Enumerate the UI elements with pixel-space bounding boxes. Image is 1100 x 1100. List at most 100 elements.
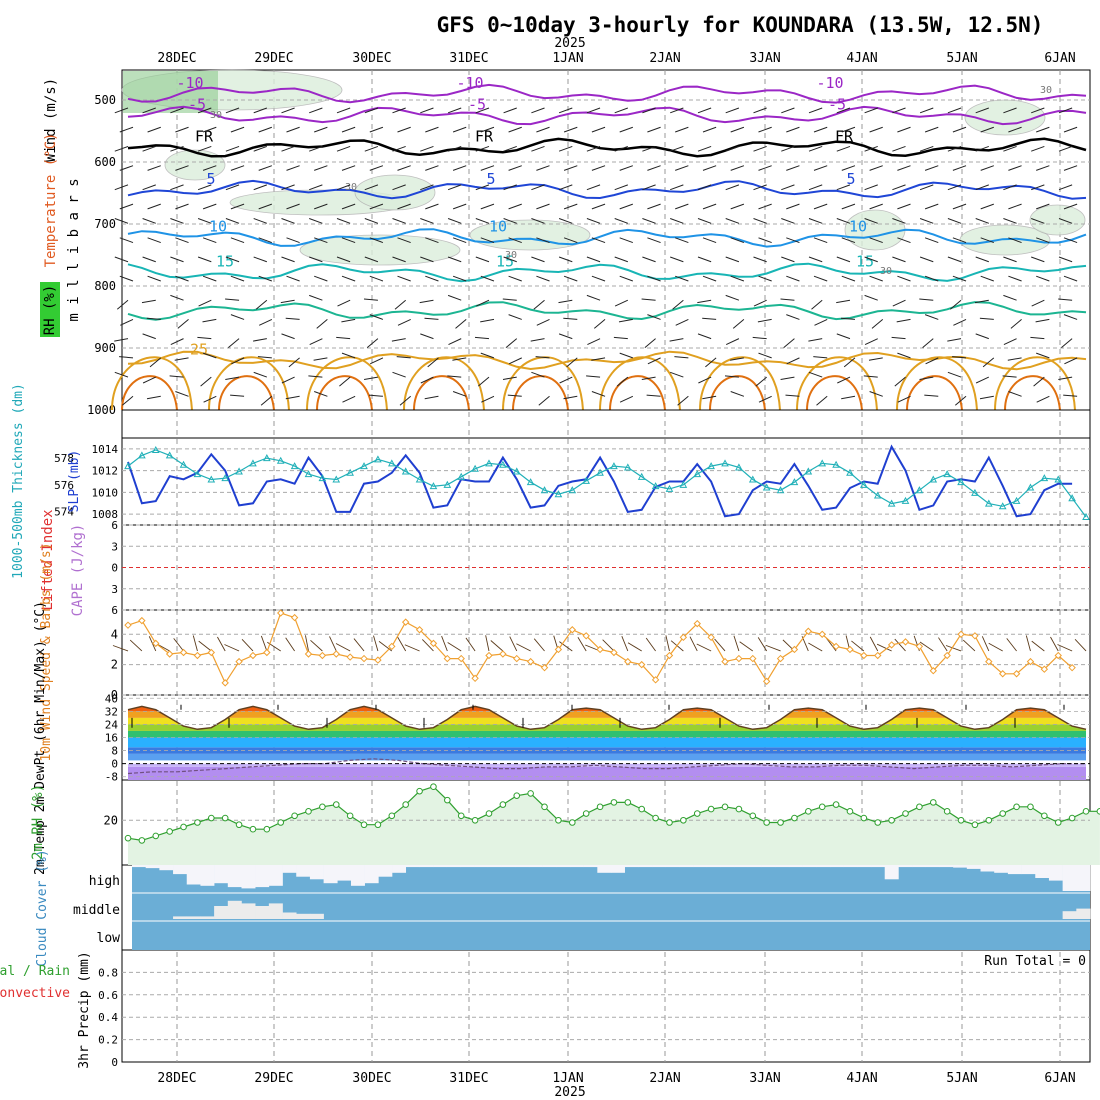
wind-barb: [781, 256, 795, 263]
wind-barb: [420, 145, 434, 152]
wind-barb: [974, 299, 989, 304]
wind-barb: [924, 237, 939, 244]
cloud-high-bar: [542, 865, 557, 868]
isotherm-label: -10: [816, 74, 843, 92]
isotherm-label: 10: [489, 218, 507, 236]
wind-barb: [452, 275, 467, 282]
wind-barb: [392, 107, 406, 114]
wind-speed-marker: [957, 630, 965, 638]
wind-barb: [480, 165, 495, 171]
wind-barb: [892, 256, 906, 263]
wind-barb: [142, 376, 156, 384]
thickness-marker: [596, 468, 604, 476]
wind-barb: [281, 107, 295, 114]
surface-wind-barb: [441, 635, 448, 652]
wind-speed-marker: [707, 633, 715, 642]
cape-axis-label: CAPE (J/kg): [70, 524, 86, 617]
thickness-marker: [318, 474, 327, 482]
wind-barb: [363, 298, 378, 301]
wind-barb: [452, 357, 467, 361]
wind-barb: [114, 256, 129, 263]
wind-barb: [531, 218, 545, 224]
temperature-axis-label: Temperature (°C): [43, 133, 59, 268]
surface-wind-barb: [869, 636, 879, 652]
temp-band: [128, 730, 1086, 738]
rh-marker: [388, 812, 396, 820]
wind-barb: [1061, 338, 1073, 348]
thickness-marker: [887, 499, 896, 507]
isotherm-line: [127, 137, 1087, 158]
cloud-high-bar: [679, 865, 694, 868]
thickness-marker: [623, 463, 632, 471]
rh-marker: [235, 821, 243, 829]
wind-barb: [670, 256, 684, 263]
wind-barb: [314, 391, 328, 397]
wind-barb: [647, 203, 661, 210]
wind-barb: [202, 126, 217, 133]
slp-tick-label: 1008: [92, 508, 119, 521]
wind-barb: [230, 275, 245, 282]
wind-barb: [114, 371, 129, 378]
isotherm-line: [127, 83, 1087, 104]
wind-barb: [114, 218, 129, 224]
wind-barb: [758, 126, 772, 133]
rh-marker: [1013, 803, 1020, 811]
wind-barb: [309, 107, 323, 114]
wind-barb: [952, 165, 967, 171]
rh-marker: [1027, 803, 1034, 811]
wind-barb: [919, 256, 934, 263]
wind-barb: [1008, 275, 1022, 282]
wind-barb: [170, 294, 184, 301]
cloud-high-bar: [268, 865, 283, 886]
wind-barb: [392, 371, 406, 378]
cloud-high-bar: [871, 865, 886, 868]
wind-barb: [758, 395, 772, 403]
date-label-bottom: 2JAN: [649, 1071, 680, 1086]
rh-marker: [916, 803, 923, 811]
slp-tick-label: 1010: [92, 486, 119, 499]
wind-barb: [758, 275, 772, 282]
wind-speed-marker: [429, 639, 438, 648]
wind-barb: [975, 184, 989, 191]
wind-barb: [1058, 218, 1073, 224]
wind-barb: [341, 237, 356, 244]
wind-speed-marker: [485, 651, 493, 660]
wind-barb: [841, 395, 856, 400]
cloud-high-bar: [898, 865, 913, 868]
wind-barb: [702, 126, 717, 133]
wind-barb: [924, 203, 939, 210]
wind-barb: [1008, 391, 1022, 397]
isotherm-label: 15: [496, 252, 514, 270]
wind-barb: [753, 184, 767, 191]
rh-contour-label: 30: [505, 250, 517, 261]
surface-wind-barb: [353, 638, 365, 652]
wind-barb: [919, 218, 934, 224]
wind-speed-marker: [971, 632, 979, 640]
wind-barb: [725, 184, 740, 191]
wind-barb: [200, 376, 212, 387]
wind-speed-marker: [540, 663, 549, 672]
wind-barb: [286, 237, 300, 244]
wind-barb: [481, 395, 495, 403]
wind-barb: [591, 357, 606, 361]
wind-barb: [1030, 336, 1045, 340]
wind-barb: [864, 107, 878, 114]
date-label-bottom: 31DEC: [449, 1071, 488, 1086]
wind-barb: [169, 375, 184, 378]
wind-speed-marker: [332, 650, 340, 658]
isotherm-label: 5: [486, 170, 495, 188]
wind-barb: [475, 218, 490, 224]
wind-barb: [336, 336, 351, 340]
wind-barb: [480, 318, 495, 323]
isotherm-loop: [512, 375, 569, 411]
cloud-high-bar: [980, 865, 995, 872]
wind-barb: [753, 218, 767, 224]
wind-barb: [697, 107, 712, 114]
wind-barb: [1063, 394, 1078, 397]
thickness-marker: [1082, 512, 1090, 520]
date-label-top: 30DEC: [352, 51, 391, 66]
wind-barb: [508, 357, 522, 365]
isotherm-label: -10: [456, 74, 483, 92]
thickness-marker: [235, 467, 243, 475]
cloud-high-bar: [665, 865, 680, 868]
